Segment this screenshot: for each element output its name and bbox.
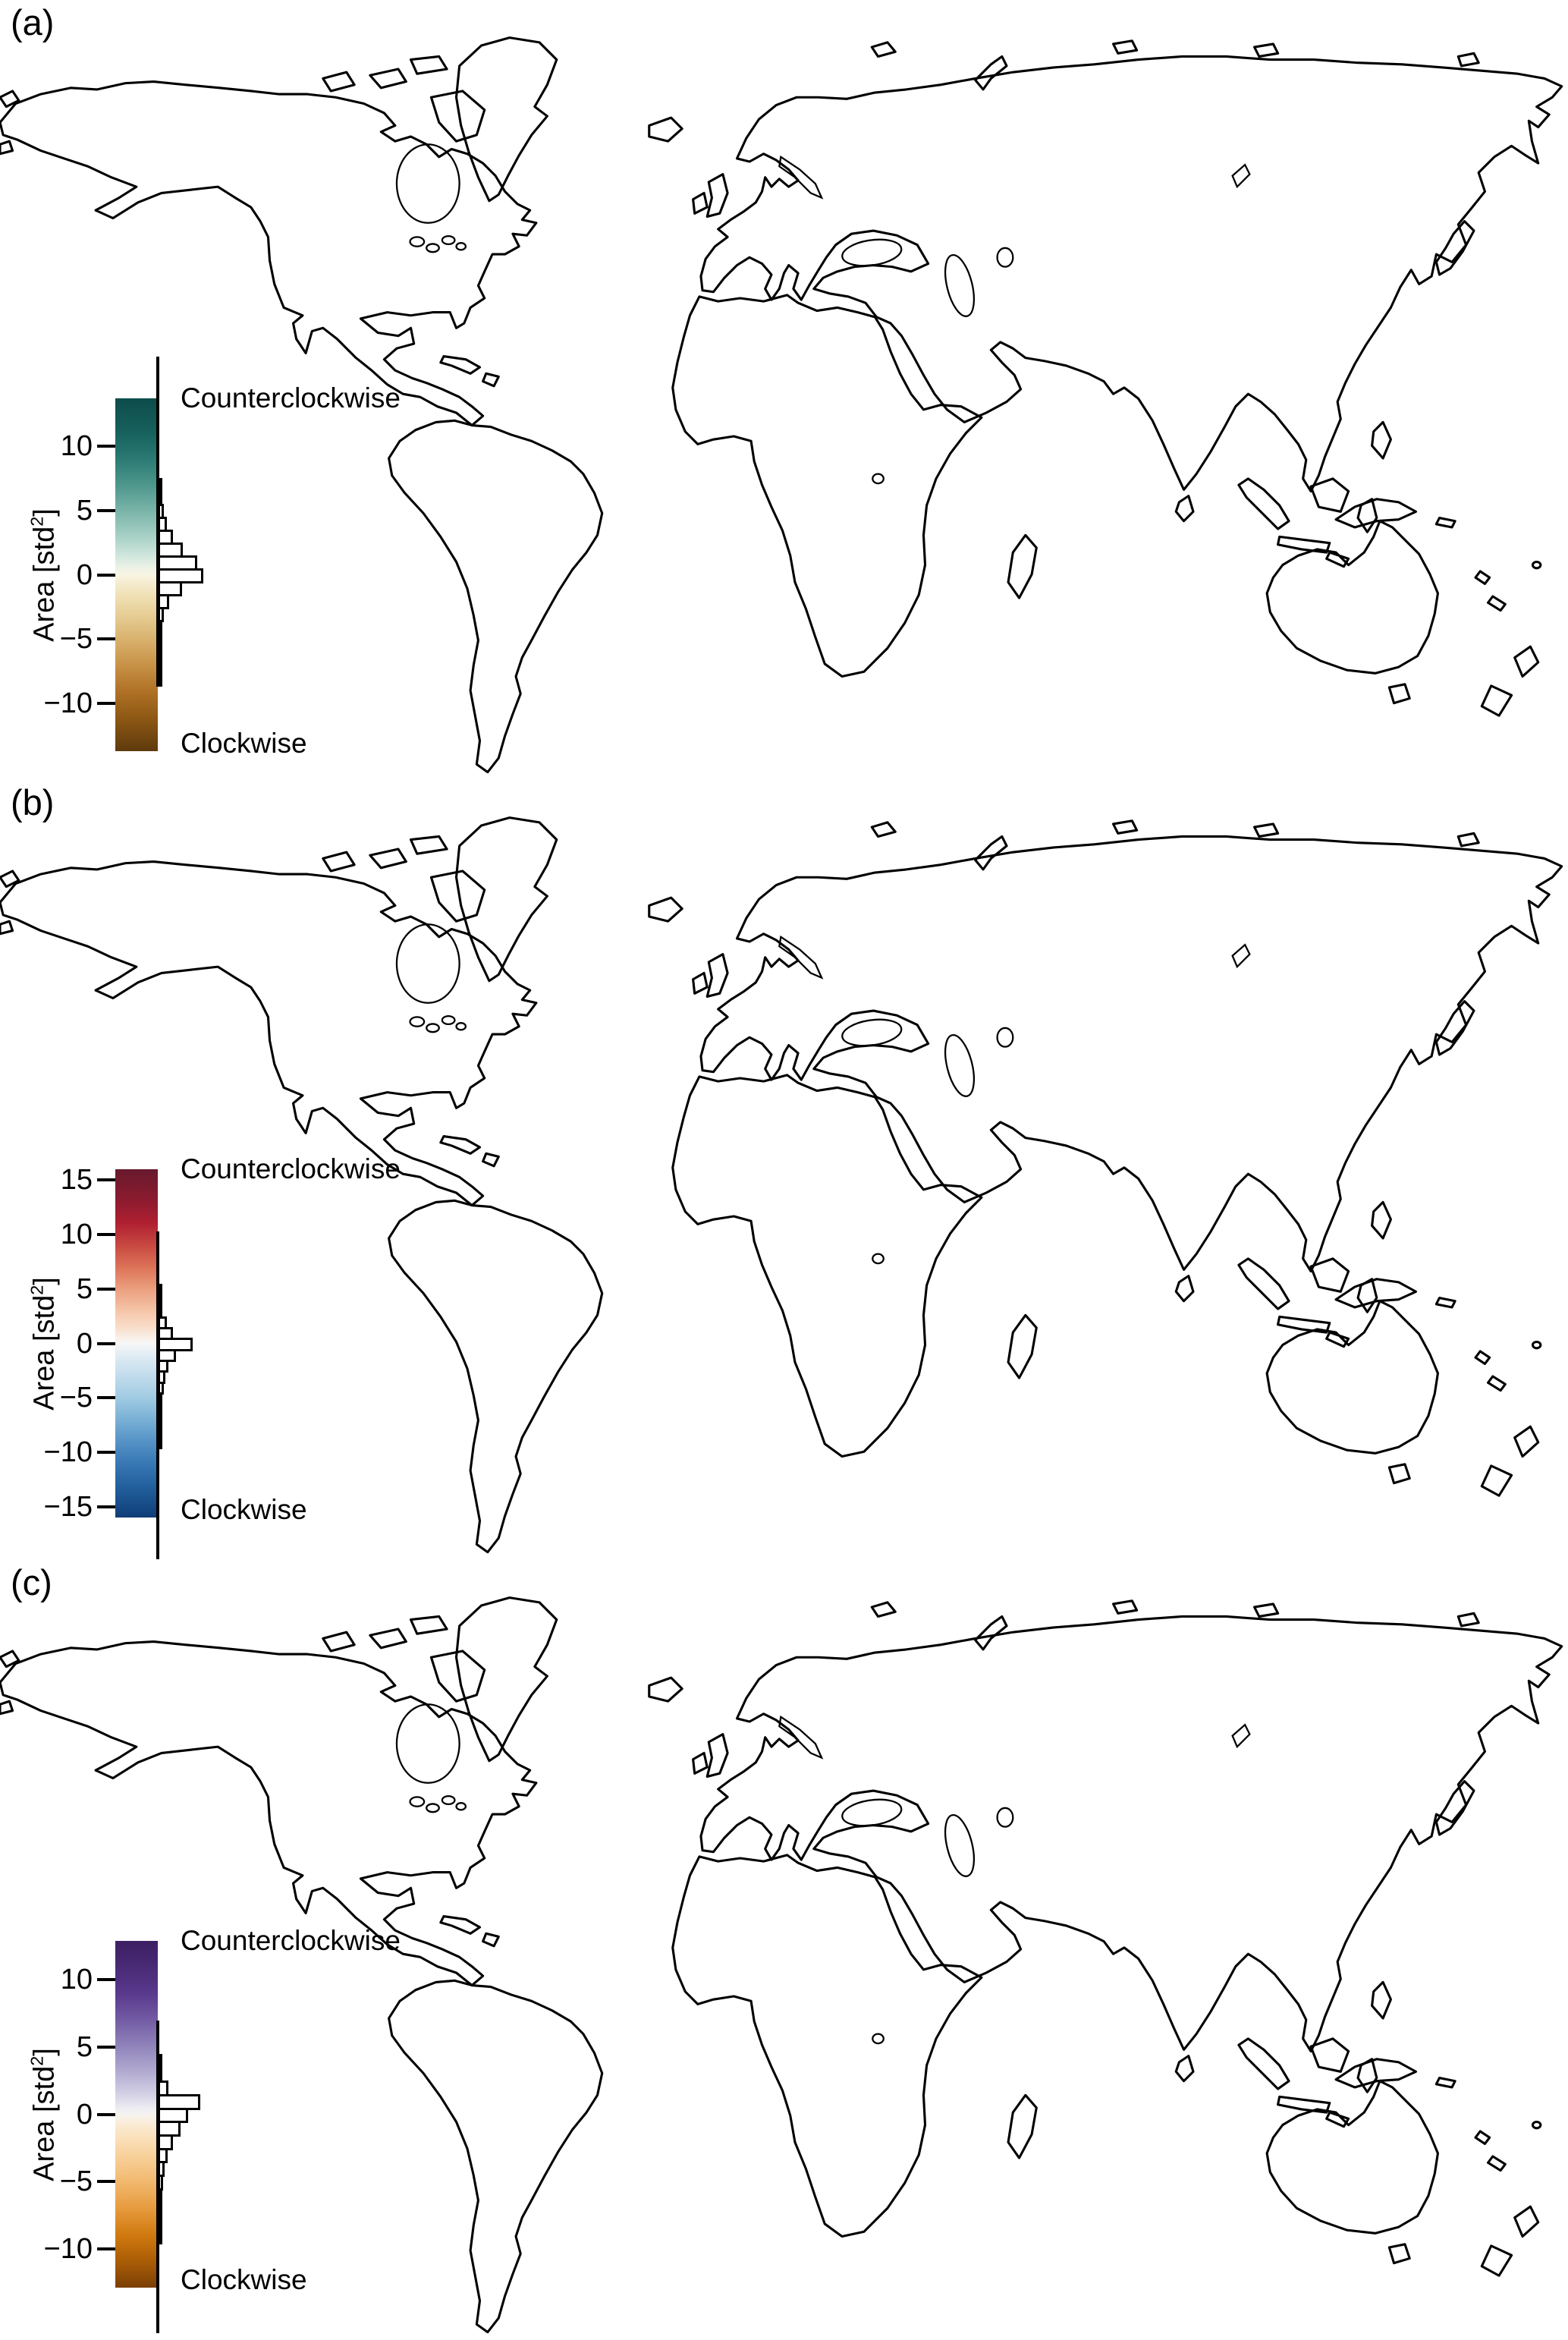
anomaly-region-tibet-south-china (1231, 1883, 1372, 1952)
anomaly-region-australia (1281, 2139, 1431, 2221)
anomaly-region-us-south (329, 1851, 439, 1892)
anomaly-region-sw-australia (1268, 631, 1309, 666)
world-map-a (0, 36, 1563, 774)
anomaly-region-europe (734, 1761, 859, 1824)
panel-label-c: (c) (11, 1562, 52, 1602)
anomaly-region-brazil-core (483, 2137, 552, 2206)
anomaly-region-northern-south-america (429, 2002, 511, 2059)
panel-label-a: (a) (11, 2, 55, 42)
anomaly-region-amazon-south (439, 2055, 564, 2212)
anomaly-region-eastern-us (345, 225, 486, 294)
anomaly-region-ne-siberia (1356, 880, 1529, 993)
anomaly-region-east-china (1308, 309, 1396, 365)
anomaly-region-siberia (983, 1637, 1227, 1719)
world-map-c (0, 1596, 1563, 2334)
panel-a: (a) Area [std2] 10 5 0 −5 −10 Counterclockwi… (0, 0, 1568, 780)
anomaly-region-ne-asia (1343, 138, 1494, 238)
anomaly-region-southern-africa (811, 1360, 899, 1429)
anomaly-region-mid-canada (165, 1717, 400, 1811)
anomaly-region-india (1121, 1949, 1215, 2043)
anomaly-region-alaska (11, 1660, 161, 1742)
anomaly-region-greenland-north (495, 1601, 539, 1629)
anomaly-region-us-rockies (196, 191, 274, 247)
anomaly-region-nw-russia (855, 1654, 996, 1717)
anomaly-region-nw-canada (125, 1653, 313, 1735)
anomaly-region-eastern-siberia (1164, 105, 1346, 193)
anomaly-region-central-africa (764, 1987, 914, 2081)
anomaly-region-central-siberia (1161, 870, 1349, 958)
anomaly-region-central-siberia (1176, 1654, 1380, 1748)
anomaly-region-new-zealand (1497, 658, 1532, 711)
anomaly-region-east-asia (1309, 984, 1450, 1078)
anomaly-region-nw-russia (847, 874, 988, 937)
anomaly-region-alaska (16, 884, 135, 947)
anomaly-region-central-asia-mid (988, 968, 1270, 1109)
anomaly-region-nw-russia (866, 107, 985, 160)
world-map-b (0, 816, 1563, 1554)
anomaly-region-north-australia (1293, 546, 1419, 590)
anomaly-region-sahel (690, 1936, 878, 1974)
anomaly-region-eastern-europe (819, 1741, 938, 1804)
anomaly-region-nw-canada (86, 877, 291, 965)
anomaly-region-siberia (988, 80, 1223, 155)
anomaly-region-east-asia (1314, 1775, 1446, 1863)
anomaly-region-east-brazil (505, 480, 593, 555)
anomaly-region-mid-canada (172, 943, 391, 1025)
anomaly-region-siberia (988, 858, 1223, 936)
anomaly-region-ne-siberia (1372, 1665, 1544, 1785)
anomaly-region-andes-core (476, 607, 498, 648)
anomaly-region-mexico (273, 1877, 354, 1927)
anomaly-region-chile-coast (467, 634, 483, 709)
anomaly-region-se-australia (1345, 1425, 1408, 1460)
anomaly-region-eastern-europe (792, 964, 902, 1020)
anomaly-region-turkey (856, 1826, 938, 1854)
anomaly-region-us-interior (243, 1795, 431, 1883)
anomaly-region-arabia (908, 1905, 989, 1958)
anomaly-region-sahel (693, 370, 875, 405)
anomaly-region-sudan-horn (828, 380, 928, 421)
anomaly-region-alaska (0, 104, 141, 186)
anomaly-region-us-southwest (248, 276, 317, 320)
panel-label-b: (b) (11, 782, 55, 822)
panel-b: (b) Area [std2] 15 10 5 0 −5 −10 −15 Countercl… (0, 780, 1568, 1560)
anomaly-region-western-canada (137, 132, 287, 220)
panel-c: (c) Area [std2] 10 5 0 −5 −10 Counterclockwi… (0, 1560, 1568, 2340)
